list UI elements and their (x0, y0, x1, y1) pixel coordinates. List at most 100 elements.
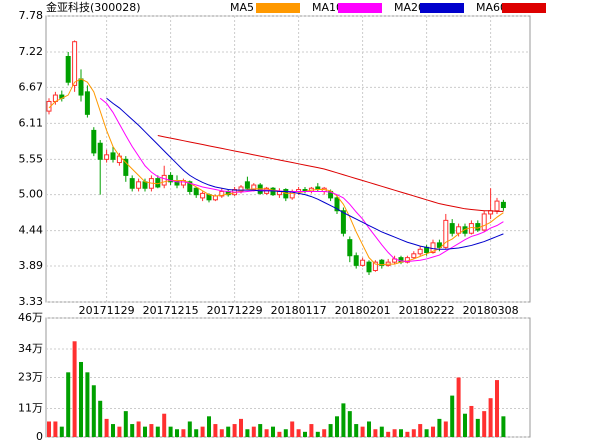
volume-bar (437, 418, 442, 437)
volume-bar (277, 431, 282, 437)
volume-bar (239, 418, 243, 437)
volume-bar (143, 426, 147, 437)
volume-bar (123, 411, 128, 437)
volume-bar (232, 424, 237, 437)
candle-body (328, 190, 334, 199)
ma-line (157, 135, 504, 212)
volume-bar (98, 400, 103, 437)
y-tick-label: 23万 (18, 371, 43, 384)
candle-body (379, 259, 385, 266)
candle-body (353, 255, 359, 266)
chart-title: 金亚科技(300028) (46, 0, 141, 14)
volume-bar (309, 424, 314, 437)
volume-bar (104, 418, 109, 437)
legend-label: MA5 (230, 1, 254, 14)
candle-body (443, 219, 449, 248)
volume-bar (335, 416, 339, 437)
volume-bar (72, 341, 77, 437)
candle-body (142, 181, 148, 189)
candle-body (72, 41, 78, 86)
y-tick-label: 7.78 (19, 9, 44, 22)
candle-body (123, 158, 129, 176)
candle-body (136, 181, 142, 189)
candle-body (238, 186, 244, 192)
volume-bar (207, 416, 211, 437)
volume-bar (463, 413, 467, 437)
volume-bar (392, 429, 397, 437)
candle-body (251, 184, 257, 191)
y-tick-label: 0 (36, 430, 43, 440)
volume-bar (501, 416, 506, 437)
y-tick-label: 34万 (18, 342, 43, 355)
volume-bar (360, 426, 365, 437)
x-tick-label: 20171129 (79, 304, 135, 317)
volume-bar (399, 429, 403, 437)
candle-body (212, 195, 218, 201)
volume-bar (162, 413, 167, 437)
candle-body (462, 226, 468, 234)
volume-bar (373, 429, 378, 437)
candle-body (168, 174, 174, 183)
candle-body (129, 178, 135, 189)
volume-bar (495, 380, 499, 437)
x-tick-label: 20180201 (335, 304, 391, 317)
candle-body (340, 210, 346, 234)
volume-bar (117, 426, 122, 437)
volume-bar (245, 429, 250, 437)
volume-bar (213, 424, 218, 437)
volume-bar (347, 411, 352, 437)
volume-bar (168, 426, 173, 437)
y-tick-label: 5.55 (19, 152, 44, 165)
volume-bar (155, 426, 160, 437)
volume-bar (47, 421, 51, 437)
legend-label: MA20 (394, 1, 425, 14)
candle-body (97, 142, 103, 160)
volume-bar (136, 421, 141, 437)
volume-bar (130, 424, 135, 437)
volume-bar (219, 429, 224, 437)
candle-body (494, 200, 500, 212)
candle-body (91, 129, 97, 154)
volume-bar (450, 395, 455, 437)
candle-body (411, 253, 417, 259)
volume-bar (469, 405, 474, 437)
volume-bar (475, 418, 480, 437)
candle-body (104, 154, 110, 160)
candle-body (219, 190, 225, 197)
volume-bar (379, 426, 384, 437)
volume-bar (424, 429, 429, 437)
volume-bar (283, 429, 288, 437)
legend-swatch (420, 3, 464, 13)
candle-body (436, 242, 442, 248)
candle-body (155, 178, 161, 188)
candle-body (193, 187, 199, 196)
candle-body (161, 174, 167, 186)
volume-bar (418, 424, 423, 437)
candle-body (430, 242, 436, 254)
candle-body (65, 55, 71, 83)
x-tick-label: 20171229 (207, 304, 263, 317)
legend-label: MA10 (312, 1, 343, 14)
volume-bar (456, 377, 461, 437)
candle-body (366, 261, 372, 273)
volume-bar (315, 431, 320, 437)
volume-bar (79, 361, 83, 437)
legend-swatch (256, 3, 300, 13)
volume-bar (443, 421, 448, 437)
volume-bar (149, 424, 154, 437)
volume-bar (187, 421, 192, 437)
volume-bar (181, 429, 186, 437)
ma-line (106, 97, 504, 250)
volume-bar (405, 431, 410, 437)
candle-body (417, 248, 423, 255)
volume-bar (354, 424, 359, 437)
y-tick-label: 3.89 (19, 259, 44, 272)
volume-bar (91, 385, 96, 437)
candle-body (84, 91, 90, 115)
volume-bar (303, 431, 307, 437)
volume-bar (341, 403, 346, 437)
volume-bar (482, 411, 487, 437)
volume-bar (264, 429, 269, 437)
volume-bar (111, 424, 115, 437)
